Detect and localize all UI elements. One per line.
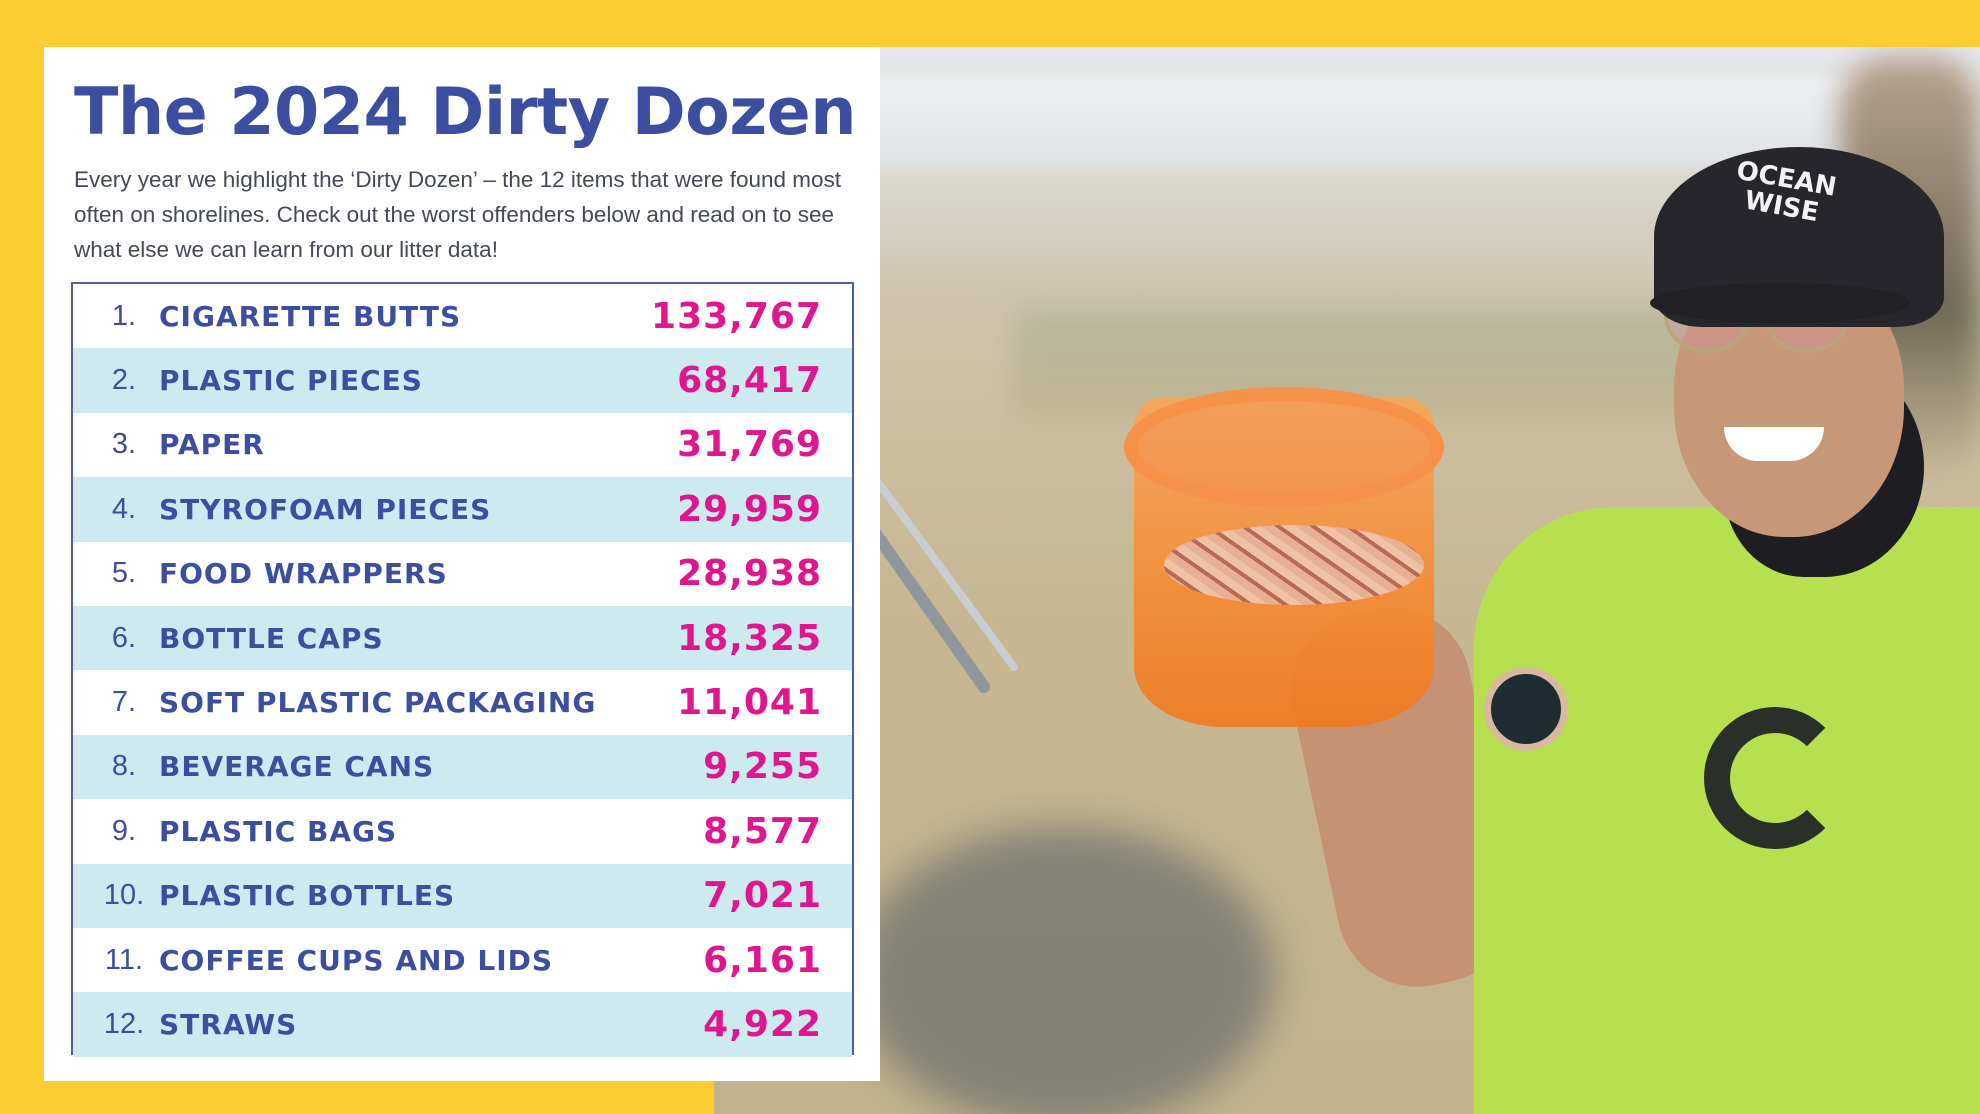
row-count: 6,161 xyxy=(703,939,822,981)
row-count: 8,577 xyxy=(703,810,822,852)
page-title: The 2024 Dirty Dozen xyxy=(74,75,857,150)
row-item-name: STRAWS xyxy=(159,1007,298,1041)
row-item-name: COFFEE CUPS AND LIDS xyxy=(159,943,554,977)
row-count: 4,922 xyxy=(703,1003,822,1045)
row-count: 29,959 xyxy=(677,488,822,530)
row-count: 18,325 xyxy=(677,617,822,659)
volunteer-photo: OCEAN WISE xyxy=(714,47,1980,1114)
row-rank: 7. xyxy=(111,686,137,719)
row-item-name: PLASTIC BOTTLES xyxy=(159,879,456,913)
row-rank: 11. xyxy=(104,943,144,976)
row-rank: 6. xyxy=(111,621,137,654)
row-rank: 4. xyxy=(111,492,137,525)
row-item-name: PLASTIC BAGS xyxy=(159,814,398,848)
row-item-name: PAPER xyxy=(159,428,265,462)
row-count: 28,938 xyxy=(677,553,822,595)
row-rank: 10. xyxy=(103,879,145,912)
row-rank: 9. xyxy=(111,814,137,847)
cap-brim xyxy=(1650,283,1910,323)
row-item-name: PLASTIC PIECES xyxy=(159,364,423,398)
row-count: 7,021 xyxy=(703,875,822,917)
row-item-name: BOTTLE CAPS xyxy=(159,621,384,655)
row-count: 68,417 xyxy=(677,360,822,402)
row-rank: 3. xyxy=(111,428,137,461)
row-rank: 8. xyxy=(111,750,137,783)
row-rank: 1. xyxy=(111,299,137,332)
table-row: 6. BOTTLE CAPS 18,325 xyxy=(73,605,852,671)
shirt-logo-icon xyxy=(1704,707,1846,849)
photo-ground-shadow xyxy=(854,827,1274,1114)
dirty-dozen-table: 1. CIGARETTE BUTTS 133,767 2. PLASTIC PIECES… xyxy=(71,282,854,1057)
row-count: 11,041 xyxy=(677,682,822,724)
row-item-name: SOFT PLASTIC PACKAGING xyxy=(159,686,597,720)
table-row: 4. STYROFOAM PIECES 29,959 xyxy=(73,477,852,542)
row-item-name: STYROFOAM PIECES xyxy=(159,492,492,526)
watch-icon xyxy=(1484,667,1568,751)
table-row: 1. CIGARETTE BUTTS 133,767 xyxy=(73,284,852,348)
row-item-name: BEVERAGE CANS xyxy=(159,750,435,784)
row-item-name: CIGARETTE BUTTS xyxy=(159,299,462,333)
dirty-dozen-card: The 2024 Dirty Dozen Every year we highl… xyxy=(44,47,880,1081)
row-item-name: FOOD WRAPPERS xyxy=(159,557,448,591)
table-row: 3. PAPER 31,769 xyxy=(73,413,852,477)
table-row: 10. PLASTIC BOTTLES 7,021 xyxy=(73,863,852,928)
cigarette-butts-pile xyxy=(1164,525,1424,605)
table-row: 9. PLASTIC BAGS 8,577 xyxy=(73,799,852,863)
table-row: 11. COFFEE CUPS AND LIDS 6,161 xyxy=(73,928,852,992)
bucket-rim xyxy=(1124,387,1444,507)
row-count: 133,767 xyxy=(651,295,822,337)
table-row: 2. PLASTIC PIECES 68,417 xyxy=(73,348,852,413)
row-count: 9,255 xyxy=(703,746,822,788)
row-rank: 12. xyxy=(103,1007,145,1040)
table-row: 7. SOFT PLASTIC PACKAGING 11,041 xyxy=(73,670,852,734)
table-row: 8. BEVERAGE CANS 9,255 xyxy=(73,734,852,800)
row-rank: 5. xyxy=(111,557,137,590)
photo-smile xyxy=(1724,427,1824,461)
intro-paragraph: Every year we highlight the ‘Dirty Dozen… xyxy=(74,167,842,262)
row-rank: 2. xyxy=(111,364,137,397)
table-row: 5. FOOD WRAPPERS 28,938 xyxy=(73,542,852,606)
row-count: 31,769 xyxy=(677,424,822,466)
table-row: 12. STRAWS 4,922 xyxy=(73,992,852,1057)
